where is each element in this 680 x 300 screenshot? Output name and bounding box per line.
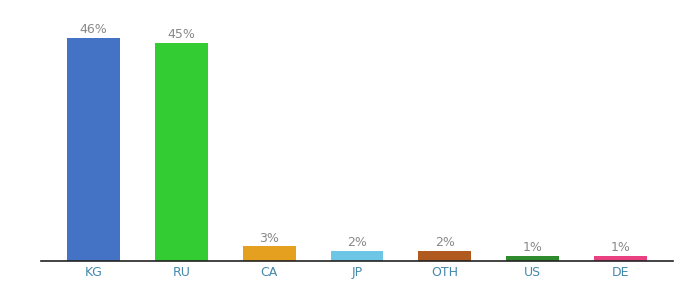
Text: 45%: 45% xyxy=(167,28,195,41)
Bar xyxy=(418,251,471,261)
Text: 1%: 1% xyxy=(611,241,630,254)
Text: 1%: 1% xyxy=(523,241,543,254)
Text: 2%: 2% xyxy=(435,236,455,249)
Bar xyxy=(330,251,384,261)
Text: 46%: 46% xyxy=(80,23,107,36)
Bar xyxy=(155,43,207,261)
Bar xyxy=(507,256,559,261)
Bar xyxy=(67,38,120,261)
Text: 3%: 3% xyxy=(259,232,279,244)
Bar xyxy=(243,247,296,261)
Text: 2%: 2% xyxy=(347,236,367,249)
Bar xyxy=(594,256,647,261)
